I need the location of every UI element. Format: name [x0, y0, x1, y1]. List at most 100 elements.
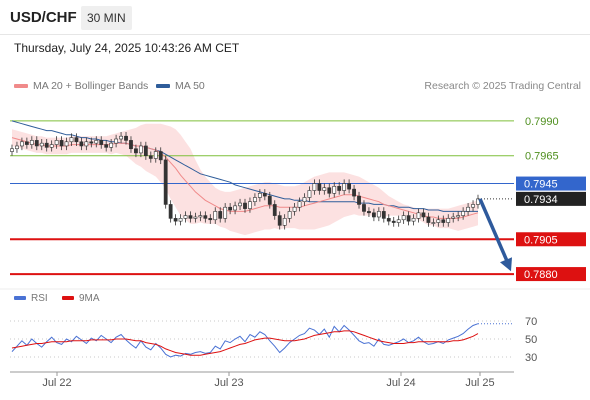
candle-body	[69, 137, 74, 143]
chart-datetime: Thursday, July 24, 2025 10:43:26 AM CET	[14, 41, 240, 55]
x-tick-label-0: Jul 22	[42, 377, 71, 389]
candle-body	[461, 211, 466, 216]
candle-body	[386, 218, 391, 222]
candle-body	[381, 211, 386, 219]
candle-body	[257, 193, 262, 198]
candle-body	[158, 151, 163, 161]
candle-body	[129, 140, 133, 150]
candle-body	[367, 211, 371, 214]
legend-swatch-bollinger	[14, 84, 28, 89]
candle-body	[109, 142, 114, 148]
candle-body	[312, 183, 317, 191]
legend-swatch-rsi	[14, 296, 26, 301]
candle-body	[342, 183, 347, 191]
legend-label-rsi: RSI	[31, 293, 48, 304]
candle-body	[277, 215, 282, 226]
bollinger-band-area	[12, 123, 478, 236]
candle-body	[332, 186, 337, 194]
candle-body	[337, 186, 342, 191]
legend-9ma: 9MA	[62, 293, 100, 304]
x-tick-label-3: Jul 25	[465, 377, 494, 389]
candle-body	[253, 197, 257, 202]
candle-body	[218, 211, 223, 219]
level-label-0: 0.7990	[525, 116, 559, 128]
candle-body	[238, 202, 242, 207]
ma50-line	[11, 120, 478, 212]
candle-body	[406, 215, 411, 222]
candle-body	[446, 218, 451, 223]
legend-swatch-ma50	[156, 84, 170, 89]
candle-body	[79, 141, 84, 147]
candle-body	[49, 144, 54, 148]
forecast-arrow-shaft	[478, 198, 510, 264]
candle-body	[262, 193, 267, 197]
candle-body	[466, 206, 470, 212]
candle-body	[248, 201, 252, 209]
candle-body	[39, 142, 44, 147]
research-credit: Research © 2025 Trading Central	[424, 80, 581, 92]
candle-body	[163, 159, 168, 205]
candle-body	[401, 215, 406, 221]
candle-body	[421, 212, 426, 218]
candle-body	[436, 219, 441, 223]
candle-body	[317, 183, 322, 191]
candle-body	[287, 211, 292, 219]
x-tick-label-1: Jul 23	[214, 377, 243, 389]
current-price-label: 0.7934	[524, 194, 558, 206]
candle-body	[233, 205, 237, 211]
level-tag-2	[516, 176, 586, 191]
candle-body	[188, 215, 193, 219]
candle-body	[322, 187, 327, 191]
candle-body	[267, 195, 272, 205]
candle-body	[213, 211, 218, 221]
candle-body	[208, 218, 213, 221]
candle-body	[441, 219, 446, 223]
candle-body	[297, 201, 302, 208]
candle-body	[34, 140, 39, 147]
candle-body	[99, 140, 104, 145]
candle-body	[89, 141, 94, 144]
candle-body	[456, 215, 461, 218]
level-tag-4	[516, 267, 586, 282]
rsi-tick-70: 70	[525, 316, 537, 328]
current-price-tag	[516, 191, 586, 206]
candle-body	[29, 140, 34, 145]
candle-body	[193, 216, 198, 219]
candle-body	[198, 215, 203, 218]
candle-body	[411, 218, 416, 222]
candle-body	[327, 187, 332, 194]
candle-body	[74, 137, 79, 143]
candle-body	[307, 190, 312, 198]
timeframe-badge[interactable]: 30 MIN	[81, 6, 132, 30]
candle-body	[362, 204, 366, 212]
candle-body	[352, 188, 356, 197]
x-tick-label-2: Jul 24	[386, 377, 415, 389]
candle-body	[94, 140, 99, 144]
candle-body	[124, 135, 128, 141]
candle-body	[64, 141, 69, 147]
candle-body	[471, 204, 475, 208]
level-label-3: 0.7905	[524, 234, 558, 246]
candle-body	[426, 216, 431, 223]
legend-ma50: MA 50	[156, 80, 205, 92]
candle-body	[54, 140, 59, 145]
candle-body	[143, 145, 148, 157]
legend-rsi: RSI	[14, 293, 48, 304]
level-tag-3	[516, 232, 586, 247]
candle-body	[223, 206, 228, 219]
candle-body	[347, 183, 352, 190]
level-label-1: 0.7965	[525, 151, 559, 163]
legend-swatch-9ma	[62, 296, 74, 301]
candle-body	[59, 140, 64, 147]
symbol-title: USD/CHF	[10, 9, 77, 26]
level-label-4: 0.7880	[524, 269, 558, 281]
candle-body	[44, 142, 49, 148]
candle-body	[178, 218, 183, 222]
candle-body	[243, 202, 247, 209]
candle-body	[376, 211, 381, 218]
candle-body	[292, 206, 297, 212]
candle-body	[183, 215, 188, 219]
candle-body	[173, 218, 178, 222]
candle-body	[10, 148, 14, 152]
